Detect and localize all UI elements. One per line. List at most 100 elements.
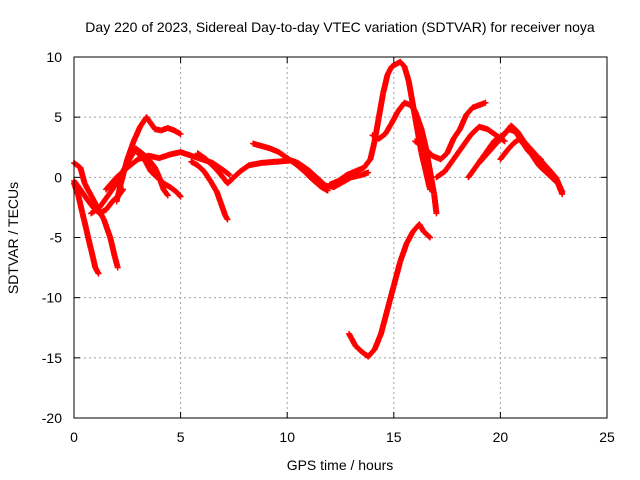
x-tick-label: 25 bbox=[599, 429, 615, 445]
series-arc9 bbox=[194, 150, 372, 190]
data-point-marker bbox=[79, 210, 90, 234]
data-point-marker bbox=[420, 144, 435, 158]
y-tick-label: -20 bbox=[42, 410, 62, 426]
data-point-marker bbox=[237, 163, 251, 175]
data-point-marker bbox=[105, 181, 119, 199]
data-point-marker bbox=[431, 192, 440, 215]
data-point-marker bbox=[484, 141, 499, 157]
series-arc5 bbox=[113, 114, 184, 205]
data-point-marker bbox=[224, 175, 236, 187]
data-point-marker bbox=[83, 196, 96, 210]
series-arc10 bbox=[250, 140, 331, 194]
series-arc15 bbox=[433, 123, 508, 181]
x-tick-label: 0 bbox=[70, 429, 78, 445]
data-point-marker bbox=[83, 228, 94, 252]
data-point-marker bbox=[544, 164, 558, 180]
data-point-marker bbox=[501, 138, 508, 145]
data-point-marker bbox=[493, 132, 507, 147]
data-point-marker bbox=[324, 187, 331, 194]
data-point-marker bbox=[130, 125, 143, 145]
data-point-marker bbox=[384, 284, 397, 313]
data-point-marker bbox=[88, 192, 100, 210]
data-point-marker bbox=[224, 216, 231, 223]
data-point-marker bbox=[226, 171, 233, 178]
data-point-marker bbox=[100, 216, 113, 240]
x-tick-label: 15 bbox=[386, 429, 402, 445]
y-axis-label: SDTVAR / TECUs bbox=[5, 182, 21, 294]
data-point-marker bbox=[390, 259, 403, 289]
data-point-marker bbox=[275, 149, 290, 161]
data-point-marker bbox=[503, 141, 516, 154]
data-point-marker bbox=[476, 151, 490, 166]
data-point-marker bbox=[559, 191, 566, 198]
series-arc13 bbox=[346, 221, 434, 360]
data-point-marker bbox=[316, 176, 328, 188]
y-tick-label: -5 bbox=[50, 230, 63, 246]
data-point-marker bbox=[388, 109, 401, 127]
series-arc18 bbox=[497, 135, 566, 198]
data-point-marker bbox=[245, 160, 264, 169]
data-point-marker bbox=[442, 157, 456, 175]
data-point-marker bbox=[482, 99, 489, 106]
grid bbox=[74, 57, 607, 418]
data-point-marker bbox=[292, 161, 307, 174]
data-point-marker bbox=[420, 228, 433, 240]
data-point-marker bbox=[220, 167, 232, 178]
data-point-marker bbox=[164, 192, 171, 199]
data-point-marker bbox=[401, 63, 412, 83]
data-point-marker bbox=[375, 131, 388, 142]
data-point-marker bbox=[95, 270, 102, 277]
data-point-marker bbox=[103, 175, 119, 193]
data-point-marker bbox=[88, 205, 102, 217]
y-tick-label: 10 bbox=[46, 49, 62, 65]
y-tick-label: -10 bbox=[42, 290, 62, 306]
data-point-marker bbox=[284, 155, 298, 167]
y-tick-label: -15 bbox=[42, 350, 62, 366]
data-point-marker bbox=[523, 144, 535, 158]
data-point-marker bbox=[301, 168, 315, 182]
data-point-marker bbox=[81, 180, 94, 198]
data-point-marker bbox=[463, 105, 475, 118]
data-points bbox=[71, 58, 566, 360]
data-point-marker bbox=[365, 169, 372, 176]
data-point-marker bbox=[77, 186, 90, 201]
data-point-marker bbox=[378, 308, 390, 337]
data-point-marker bbox=[403, 229, 416, 247]
data-point-marker bbox=[516, 135, 529, 150]
data-point-marker bbox=[497, 148, 509, 163]
data-point-marker bbox=[412, 138, 426, 150]
x-axis-label: GPS time / hours bbox=[287, 457, 394, 473]
data-point-marker bbox=[173, 188, 183, 199]
series-arc1 bbox=[71, 180, 102, 277]
ticks: 0 5 10 15 20 25 -20 -15 -10 -5 0 5 10 bbox=[42, 49, 615, 445]
data-point-marker bbox=[77, 164, 88, 185]
data-point-marker bbox=[365, 347, 377, 360]
data-point-marker bbox=[444, 137, 456, 157]
data-point-marker bbox=[218, 200, 228, 218]
data-point-marker bbox=[433, 169, 447, 181]
data-point-marker bbox=[535, 155, 550, 170]
data-point-marker bbox=[211, 164, 224, 177]
data-point-marker bbox=[459, 133, 473, 151]
data-point-marker bbox=[412, 108, 425, 131]
data-point-marker bbox=[177, 193, 184, 200]
series-arc14 bbox=[412, 99, 489, 163]
data-point-marker bbox=[96, 193, 111, 211]
y-tick-label: 0 bbox=[54, 169, 62, 185]
data-point-marker bbox=[103, 199, 115, 213]
chart-title: Day 220 of 2023, Sidereal Day-to-day VTE… bbox=[85, 19, 595, 35]
data-point-marker bbox=[437, 151, 450, 163]
data-point-marker bbox=[456, 113, 469, 133]
data-point-marker bbox=[230, 169, 243, 181]
data-point-marker bbox=[222, 212, 230, 222]
data-point-marker bbox=[375, 91, 386, 121]
x-tick-label: 20 bbox=[493, 429, 509, 445]
data-point-marker bbox=[450, 145, 465, 163]
data-point-marker bbox=[397, 241, 410, 265]
data-point-marker bbox=[433, 210, 440, 217]
data-point-marker bbox=[371, 332, 384, 353]
data-point-marker bbox=[465, 163, 480, 181]
data-point-marker bbox=[305, 167, 322, 182]
series-arc12 bbox=[369, 99, 440, 217]
